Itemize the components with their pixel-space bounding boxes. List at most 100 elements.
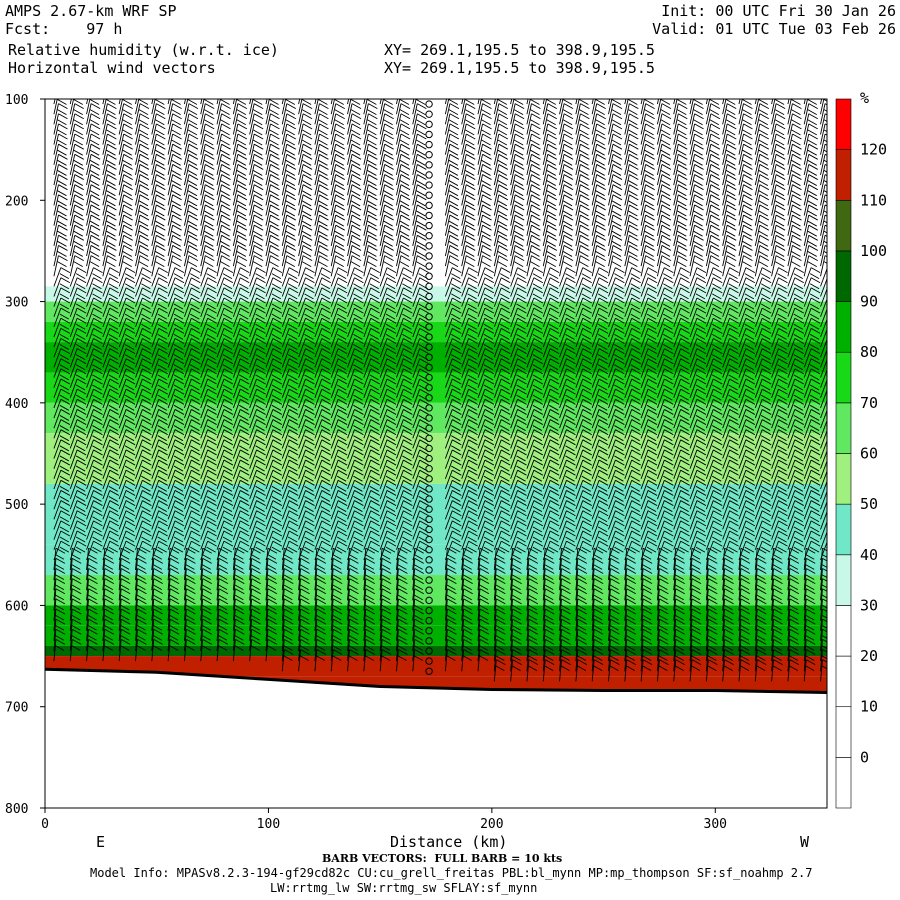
wind-barb-flag <box>191 388 201 395</box>
wind-barb-flag <box>303 94 312 99</box>
wind-barb-flag <box>465 230 475 237</box>
calm-wind-circle <box>425 292 433 301</box>
wind-barb-flag <box>187 129 198 136</box>
wind-barb-shaft <box>444 348 453 368</box>
wind-barb-flag <box>251 578 261 585</box>
wind-barb-flag <box>75 536 86 543</box>
wind-barb-flag <box>266 624 277 631</box>
wind-barb-shaft <box>216 510 225 530</box>
wind-barb-flag <box>416 261 426 267</box>
wind-barb-shaft <box>183 389 192 409</box>
wind-barb-flag <box>497 159 508 166</box>
wind-barb-flag <box>500 469 511 476</box>
wind-barb-flag <box>188 234 199 241</box>
wind-barb-flag <box>285 119 296 126</box>
wind-barb-shaft <box>363 639 367 662</box>
wind-barb-flag <box>55 547 66 554</box>
wind-barb-flag <box>449 245 460 251</box>
wind-barb-flag <box>467 404 477 411</box>
wind-barb-shaft <box>265 164 271 186</box>
wind-barb-flag <box>383 210 393 217</box>
wind-barb-flag <box>527 624 538 631</box>
calm-wind-circle <box>425 191 433 199</box>
wind-barb-shaft <box>86 358 94 378</box>
wind-barb-shaft <box>493 174 500 196</box>
wind-barb-flag <box>334 220 344 227</box>
wind-barb-shaft <box>118 459 127 479</box>
wind-barb-flag <box>106 220 116 227</box>
wind-barb-flag <box>89 261 100 267</box>
wind-barb-shaft <box>69 164 76 186</box>
wind-barb-shaft <box>265 225 271 246</box>
wind-barb-flag <box>530 180 540 186</box>
wind-barb-flag <box>186 557 196 564</box>
wind-barb-flag <box>158 338 168 344</box>
wind-barb-shaft <box>493 619 497 641</box>
wind-barb-shaft <box>167 277 176 297</box>
wind-barb-flag <box>205 224 215 231</box>
wind-barb-flag <box>106 170 116 176</box>
wind-barb-flag <box>57 210 67 217</box>
wind-barb-shaft <box>526 578 530 601</box>
wind-barb-shaft <box>314 194 320 216</box>
wind-barb-shaft <box>477 235 483 257</box>
wind-barb-shaft <box>135 245 141 267</box>
wind-barb-flag <box>483 496 494 502</box>
wind-barb-flag <box>206 303 216 310</box>
wind-barb-shaft <box>232 578 236 601</box>
wind-barb-shaft <box>396 470 404 490</box>
wind-barb-shaft <box>347 144 353 165</box>
wind-barb-flag <box>142 378 152 385</box>
wind-barb-flag <box>384 133 394 140</box>
wind-barb-shaft <box>526 619 530 641</box>
wind-barb-shaft <box>363 429 372 449</box>
wind-barb-flag <box>499 273 510 280</box>
wind-barb-flag <box>190 334 200 340</box>
wind-barb-flag <box>185 634 195 641</box>
wind-barb-flag <box>155 190 165 197</box>
wind-barb-shaft <box>396 204 402 226</box>
wind-barb-flag <box>141 485 151 492</box>
wind-barb-shaft <box>183 144 190 165</box>
wind-barb-flag <box>367 119 377 126</box>
wind-barb-flag <box>137 618 147 625</box>
wind-barb-flag <box>220 119 230 126</box>
wind-barb-flag <box>271 364 282 371</box>
wind-barb-shaft <box>412 328 421 348</box>
wind-barb-shaft <box>444 144 451 165</box>
wind-barb-flag <box>304 354 314 361</box>
wind-barb-flag <box>168 594 179 601</box>
wind-barb-shaft <box>183 133 190 155</box>
wind-barb-flag <box>124 94 133 99</box>
wind-barb-flag <box>301 261 312 267</box>
wind-barb-flag <box>318 180 328 186</box>
wind-barb-flag <box>385 425 396 431</box>
wind-barb-flag <box>496 608 506 615</box>
wind-barb-shaft <box>298 510 306 530</box>
wind-barb-flag <box>403 398 413 405</box>
wind-barb-shaft <box>477 629 481 652</box>
wind-barb-shaft <box>461 277 470 297</box>
wind-barb-flag <box>221 224 231 231</box>
wind-barb-shaft <box>298 598 302 621</box>
wind-barb-flag <box>532 425 543 431</box>
wind-barb-flag <box>348 634 358 641</box>
wind-barb-flag <box>173 364 184 371</box>
wind-barb-shaft <box>118 174 125 196</box>
wind-barb-flag <box>87 624 97 631</box>
wind-barb-flag <box>416 230 426 237</box>
wind-barb-flag <box>369 364 379 371</box>
wind-barb-flag <box>190 384 200 391</box>
wind-barb-flag <box>532 506 543 512</box>
wind-barb-shaft <box>281 470 290 490</box>
wind-barb-flag <box>384 143 394 150</box>
wind-barb-shaft <box>363 225 369 246</box>
wind-barb-flag <box>59 313 70 320</box>
wind-barb-flag <box>60 328 71 334</box>
wind-barb-flag <box>107 113 117 120</box>
wind-barb-shaft <box>461 204 467 226</box>
wind-barb-shaft <box>249 255 255 277</box>
wind-barb-flag <box>93 307 103 314</box>
wind-barb-flag <box>332 598 343 605</box>
wind-barb-shaft <box>412 378 421 398</box>
